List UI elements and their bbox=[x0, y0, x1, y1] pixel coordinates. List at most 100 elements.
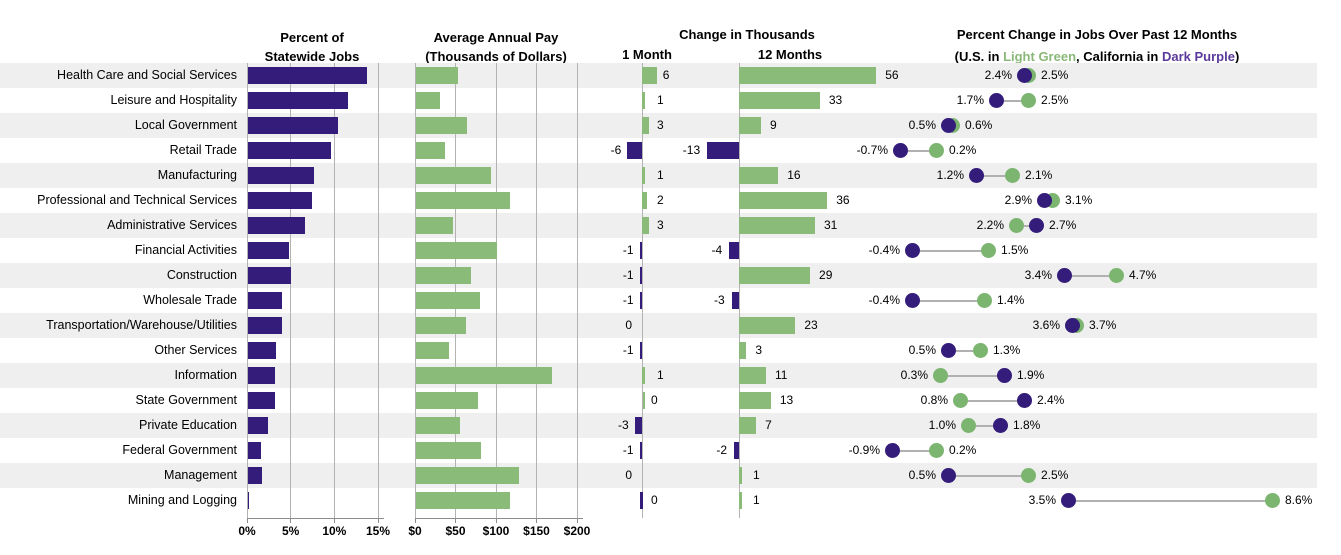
change-12m-value: -4 bbox=[711, 243, 723, 257]
change-1m-bar bbox=[642, 92, 645, 109]
change-1m-value: -1 bbox=[622, 443, 634, 457]
change-12m-value: 29 bbox=[819, 268, 833, 282]
california-dot bbox=[1064, 318, 1080, 333]
row-stripe bbox=[0, 413, 1317, 438]
change-12m-bar bbox=[739, 467, 742, 484]
row-stripe bbox=[0, 213, 1317, 238]
change-1m-value: -1 bbox=[622, 268, 634, 282]
annual-pay-bar bbox=[415, 67, 458, 84]
gridline bbox=[738, 63, 740, 518]
pct-change-left-value: -0.4% bbox=[868, 243, 900, 257]
axis-line bbox=[415, 518, 583, 519]
pct-change-left-value: 1.2% bbox=[936, 168, 964, 182]
california-dot bbox=[1016, 393, 1032, 408]
pct-change-right-value: 2.1% bbox=[1025, 168, 1053, 182]
change-1m-value: 0 bbox=[625, 318, 632, 332]
change-1m-value: 1 bbox=[657, 368, 664, 382]
row-label: Health Care and Social Services bbox=[57, 68, 237, 82]
pct-change-left-value: 0.3% bbox=[900, 368, 928, 382]
axis-tick bbox=[536, 518, 537, 523]
change-1m-value: 1 bbox=[657, 93, 664, 107]
statewide-jobs-bar bbox=[247, 192, 313, 209]
us-dot bbox=[976, 293, 992, 308]
dumbbell-connector bbox=[892, 449, 936, 452]
annual-pay-bar bbox=[415, 392, 478, 409]
row-label: Local Government bbox=[134, 118, 237, 132]
panel1-header-line2: Statewide Jobs bbox=[264, 49, 360, 64]
change-12m-value: 1 bbox=[753, 468, 760, 482]
statewide-jobs-bar bbox=[247, 392, 276, 409]
annual-pay-bar bbox=[415, 342, 449, 359]
california-dot bbox=[992, 418, 1008, 433]
california-dot bbox=[1056, 268, 1072, 283]
annual-pay-bar bbox=[415, 242, 497, 259]
california-dot bbox=[892, 143, 908, 158]
gridline bbox=[290, 63, 292, 518]
percent-axis-tick-label: 0% bbox=[238, 524, 256, 538]
panel1-header-line1: Percent of bbox=[280, 30, 344, 45]
change-12m-value: -2 bbox=[716, 443, 728, 457]
statewide-jobs-bar bbox=[247, 317, 282, 334]
pct-change-right-value: 2.7% bbox=[1049, 218, 1077, 232]
annual-pay-bar bbox=[415, 192, 511, 209]
change-12m-bar bbox=[731, 292, 739, 309]
axis-tick bbox=[246, 518, 248, 523]
change-12m-value: 31 bbox=[823, 218, 838, 232]
pct-change-left-value: -0.4% bbox=[868, 293, 900, 307]
pct-change-right-value: 2.5% bbox=[1041, 93, 1069, 107]
change-12m-bar bbox=[739, 317, 796, 334]
pct-change-left-value: 2.9% bbox=[1004, 193, 1032, 207]
change-1m-value: -3 bbox=[617, 418, 629, 432]
change-1m-bar bbox=[642, 392, 645, 409]
statewide-jobs-bar bbox=[247, 67, 368, 84]
pct-change-left-value: 0.8% bbox=[920, 393, 948, 407]
pct-change-right-value: 2.4% bbox=[1037, 393, 1065, 407]
dumbbell-connector bbox=[960, 399, 1024, 402]
change-1m-bar bbox=[639, 292, 642, 309]
us-dot bbox=[980, 243, 996, 258]
pct-change-right-value: 3.1% bbox=[1065, 193, 1093, 207]
pct-change-left-value: 0.5% bbox=[908, 343, 936, 357]
change-1m-value: 2 bbox=[657, 193, 664, 207]
change-12m-bar bbox=[739, 192, 828, 209]
annual-pay-bar bbox=[415, 167, 491, 184]
change-12m-bar bbox=[739, 342, 747, 359]
change-12m-value: 36 bbox=[836, 193, 850, 207]
statewide-jobs-bar bbox=[247, 117, 339, 134]
pct-change-right-value: 0.6% bbox=[965, 118, 993, 132]
gridline bbox=[576, 63, 578, 518]
panel4-subheader-part3: ) bbox=[1234, 49, 1240, 64]
change-1m-bar bbox=[627, 142, 642, 159]
us-dot bbox=[952, 393, 968, 408]
california-dot bbox=[940, 343, 956, 358]
row-stripe bbox=[0, 113, 1317, 138]
dumbbell-connector bbox=[948, 474, 1028, 477]
annual-pay-bar bbox=[415, 417, 461, 434]
pct-change-right-value: 0.2% bbox=[949, 143, 977, 157]
pay-axis-tick-label: $200 bbox=[563, 524, 591, 538]
axis-tick bbox=[333, 518, 335, 523]
california-dot bbox=[940, 118, 956, 133]
gridline bbox=[455, 63, 456, 518]
us-dot bbox=[1020, 93, 1036, 108]
gridline bbox=[377, 63, 379, 518]
change-12m-bar bbox=[734, 442, 739, 459]
percent-axis-tick-label: 10% bbox=[322, 524, 347, 538]
gridline bbox=[641, 63, 643, 518]
dumbbell-connector bbox=[996, 99, 1028, 102]
us-dot bbox=[960, 418, 976, 433]
pct-change-right-value: 8.6% bbox=[1285, 493, 1313, 507]
us-dot bbox=[1008, 218, 1024, 233]
pct-change-left-value: 3.4% bbox=[1024, 268, 1052, 282]
row-label: Professional and Technical Services bbox=[37, 193, 237, 207]
change-12m-bar bbox=[739, 392, 771, 409]
annual-pay-bar bbox=[415, 142, 445, 159]
dumbbell-connector bbox=[976, 174, 1012, 177]
dumbbell-connector bbox=[912, 299, 984, 302]
axis-tick bbox=[576, 518, 578, 523]
panel4-header: Percent Change in Jobs Over Past 12 Mont… bbox=[956, 27, 1238, 42]
statewide-jobs-bar bbox=[247, 292, 283, 309]
change-12m-value: 13 bbox=[779, 393, 794, 407]
change-12m-bar bbox=[739, 367, 766, 384]
panel3-col1-header: 1 Month bbox=[622, 47, 672, 62]
